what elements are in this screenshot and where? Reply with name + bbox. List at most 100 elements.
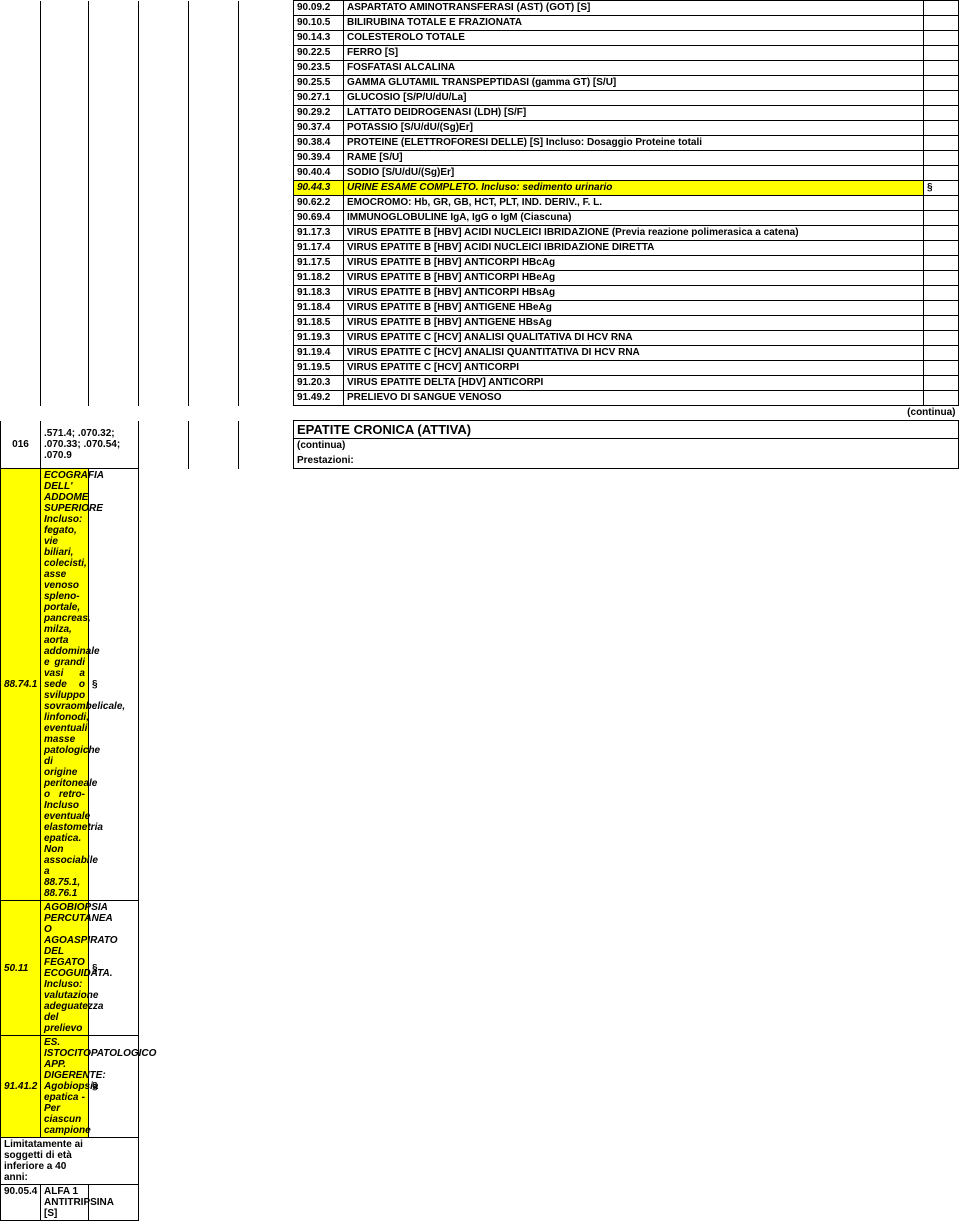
row-desc: ALFA 1 ANTITRIPSINA [S] <box>41 1185 89 1221</box>
row-section-mark <box>924 256 959 271</box>
row-section-mark <box>924 76 959 91</box>
row-section-mark <box>924 166 959 181</box>
row-code: 90.05.4 <box>1 1185 41 1221</box>
row-section-mark <box>924 31 959 46</box>
row-code: 90.62.2 <box>294 196 344 211</box>
row-desc: VIRUS EPATITE C [HCV] ANTICORPI <box>344 361 924 376</box>
row-desc: VIRUS EPATITE B [HBV] ACIDI NUCLEICI IBR… <box>344 226 924 241</box>
row-code: 90.14.3 <box>294 31 344 46</box>
row-code: 90.69.4 <box>294 211 344 226</box>
row-section-mark: § <box>89 469 139 901</box>
row-code: 50.11 <box>1 901 41 1036</box>
row-desc: LATTATO DEIDROGENASI (LDH) [S/F] <box>344 106 924 121</box>
row-code: 91.20.3 <box>294 376 344 391</box>
row-desc: IMMUNOGLOBULINE IgA, IgG o IgM (Ciascuna… <box>344 211 924 226</box>
row-desc: VIRUS EPATITE B [HBV] ANTICORPI HBsAg <box>344 286 924 301</box>
row-section-mark <box>924 226 959 241</box>
row-section-mark <box>924 301 959 316</box>
row-section-mark <box>924 346 959 361</box>
row-desc: PRELIEVO DI SANGUE VENOSO <box>344 391 924 406</box>
row-code: 91.19.4 <box>294 346 344 361</box>
row-section-mark <box>924 46 959 61</box>
row-code: 91.19.3 <box>294 331 344 346</box>
row-section-mark <box>924 151 959 166</box>
row-desc: BILIRUBINA TOTALE E FRAZIONATA <box>344 16 924 31</box>
row-code: 91.41.2 <box>1 1036 41 1138</box>
row-desc: VIRUS EPATITE C [HCV] ANALISI QUANTITATI… <box>344 346 924 361</box>
row-desc: VIRUS EPATITE B [HBV] ANTICORPI HBcAg <box>344 256 924 271</box>
group-refs: .571.4; .070.32; .070.33; .070.54; .070.… <box>41 421 139 469</box>
row-section-mark <box>924 331 959 346</box>
row-desc: AGOBIOPSIA PERCUTANEA O AGOASPIRATO DEL … <box>41 901 89 1036</box>
row-desc: ECOGRAFIA DELL' ADDOME SUPERIORE Incluso… <box>41 469 89 901</box>
row-desc: VIRUS EPATITE B [HBV] ANTICORPI HBeAg <box>344 271 924 286</box>
row-section-mark <box>924 61 959 76</box>
row-code: 90.29.2 <box>294 106 344 121</box>
row-code: 90.10.5 <box>294 16 344 31</box>
row-section-mark <box>924 391 959 406</box>
row-code: 91.17.3 <box>294 226 344 241</box>
row-code: 90.22.5 <box>294 46 344 61</box>
row-desc: VIRUS EPATITE B [HBV] ACIDI NUCLEICI IBR… <box>344 241 924 256</box>
row-code: 90.27.1 <box>294 91 344 106</box>
row-section-mark <box>924 376 959 391</box>
row-code: 90.23.5 <box>294 61 344 76</box>
row-desc: ES. ISTOCITOPATOLOGICO APP. DIGERENTE: A… <box>41 1036 89 1138</box>
row-desc: SODIO [S/U/dU/(Sg)Er] <box>344 166 924 181</box>
row-section-mark <box>924 121 959 136</box>
row-section-mark <box>924 196 959 211</box>
continua-top: (continua) <box>294 406 959 421</box>
row-code: 90.44.3 <box>294 181 344 196</box>
limitatamente: Limitatamente ai soggetti di età inferio… <box>1 1138 89 1185</box>
section-title: EPATITE CRONICA (ATTIVA) <box>294 421 924 439</box>
row-desc: RAME [S/U] <box>344 151 924 166</box>
row-code: 90.38.4 <box>294 136 344 151</box>
row-code: 91.17.4 <box>294 241 344 256</box>
row-desc: VIRUS EPATITE C [HCV] ANALISI QUALITATIV… <box>344 331 924 346</box>
row-section-mark: § <box>924 181 959 196</box>
row-section-mark <box>924 106 959 121</box>
row-desc: PROTEINE (ELETTROFORESI DELLE) [S] Inclu… <box>344 136 924 151</box>
row-section-mark: § <box>89 1036 139 1138</box>
row-code: 91.18.2 <box>294 271 344 286</box>
row-code: 91.17.5 <box>294 256 344 271</box>
row-section-mark <box>924 1 959 16</box>
row-desc: VIRUS EPATITE DELTA [HDV] ANTICORPI <box>344 376 924 391</box>
row-code: 90.37.4 <box>294 121 344 136</box>
row-code: 90.39.4 <box>294 151 344 166</box>
row-section-mark <box>924 361 959 376</box>
row-section-mark <box>924 316 959 331</box>
row-section-mark <box>924 286 959 301</box>
row-code: 91.49.2 <box>294 391 344 406</box>
row-section-mark <box>924 16 959 31</box>
row-section-mark <box>924 271 959 286</box>
row-section-mark <box>924 91 959 106</box>
row-code: 90.40.4 <box>294 166 344 181</box>
group-code: 016 <box>1 421 41 469</box>
prestazioni-label: Prestazioni: <box>294 454 924 469</box>
continua-sub: (continua) <box>294 439 924 454</box>
row-code: 91.18.5 <box>294 316 344 331</box>
row-desc: EMOCROMO: Hb, GR, GB, HCT, PLT, IND. DER… <box>344 196 924 211</box>
row-desc: VIRUS EPATITE B [HBV] ANTIGENE HBeAg <box>344 301 924 316</box>
row-desc: URINE ESAME COMPLETO. Incluso: sedimento… <box>344 181 924 196</box>
row-section-mark: § <box>89 901 139 1036</box>
row-section-mark <box>924 211 959 226</box>
row-desc: FOSFATASI ALCALINA <box>344 61 924 76</box>
row-code: 91.18.4 <box>294 301 344 316</box>
row-section-mark <box>924 136 959 151</box>
row-desc: POTASSIO [S/U/dU/(Sg)Er] <box>344 121 924 136</box>
row-code: 88.74.1 <box>1 469 41 901</box>
row-desc: VIRUS EPATITE B [HBV] ANTIGENE HBsAg <box>344 316 924 331</box>
row-code: 91.18.3 <box>294 286 344 301</box>
row-desc: GLUCOSIO [S/P/U/dU/La] <box>344 91 924 106</box>
row-code: 90.09.2 <box>294 1 344 16</box>
row-code: 91.19.5 <box>294 361 344 376</box>
row-code: 90.25.5 <box>294 76 344 91</box>
row-desc: FERRO [S] <box>344 46 924 61</box>
row-desc: GAMMA GLUTAMIL TRANSPEPTIDASI (gamma GT)… <box>344 76 924 91</box>
document-table: 90.09.2ASPARTATO AMINOTRANSFERASI (AST) … <box>0 0 959 1221</box>
row-desc: ASPARTATO AMINOTRANSFERASI (AST) (GOT) [… <box>344 1 924 16</box>
row-desc: COLESTEROLO TOTALE <box>344 31 924 46</box>
row-section-mark <box>924 241 959 256</box>
